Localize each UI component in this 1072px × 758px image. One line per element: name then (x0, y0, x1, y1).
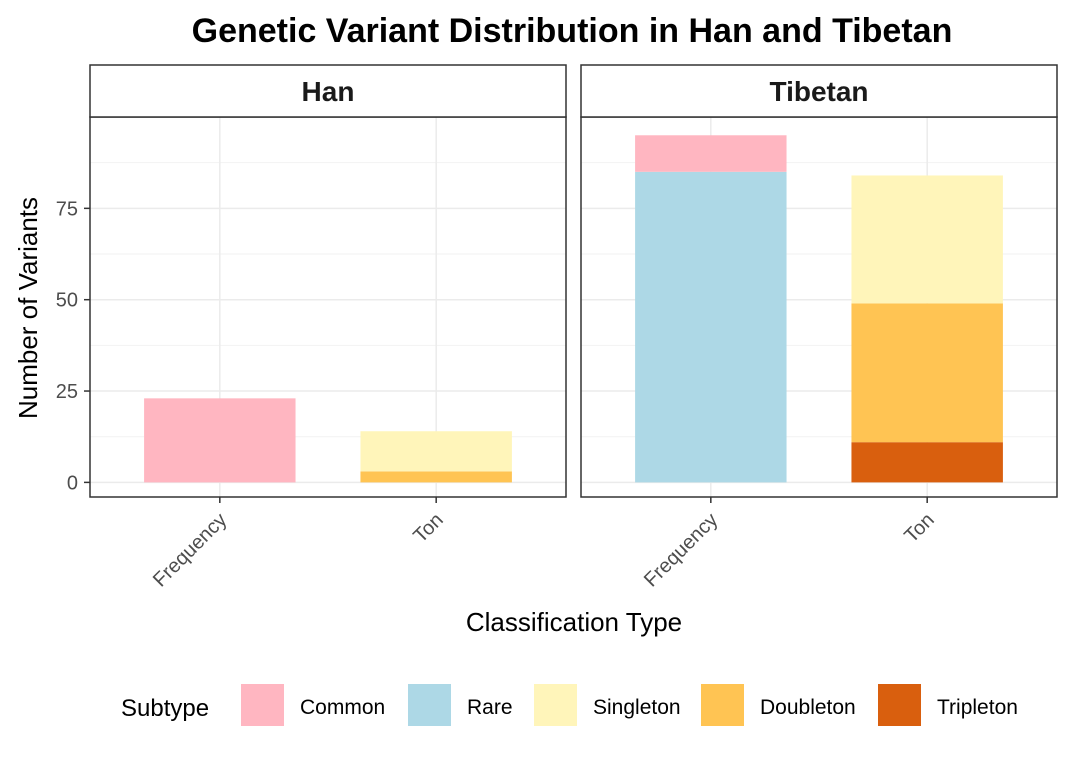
y-tick-label: 25 (56, 381, 78, 403)
x-tick-label: Ton (409, 509, 447, 547)
legend-key-rare (408, 684, 451, 726)
legend-key-tripleton (878, 684, 921, 726)
legend: Subtype Common Rare Singleton Doubleton Trip… (121, 684, 1018, 726)
facet-panels: Han Frequency Ton Tibetan Frequency Ton 0 25 50 7… (56, 64, 1058, 591)
facet-strip-label: Han (302, 76, 355, 107)
bar-tibetan-ton-doubleton (851, 303, 1003, 443)
legend-key-common (241, 684, 284, 726)
legend-key-doubleton (701, 684, 744, 726)
legend-label-tripleton: Tripleton (937, 696, 1018, 719)
facet-strip-label: Tibetan (769, 76, 868, 107)
legend-label-doubleton: Doubleton (760, 696, 856, 719)
legend-key-singleton (534, 684, 577, 726)
panel-han: Han Frequency Ton (89, 64, 567, 591)
facet-strip (580, 64, 1058, 118)
facet-strip (89, 64, 567, 118)
y-axis: 0 25 50 75 (56, 198, 90, 494)
bar-tibetan-frequency-common (635, 135, 787, 172)
x-axis-title: Classification Type (466, 607, 682, 637)
y-axis-title: Number of Variants (13, 197, 43, 419)
bar-han-ton-singleton (360, 431, 512, 472)
y-tick-label: 0 (67, 472, 78, 494)
y-tick-label: 50 (56, 290, 78, 312)
x-tick-label: Ton (900, 509, 938, 547)
y-tick-label: 75 (56, 198, 78, 220)
legend-label-singleton: Singleton (593, 696, 681, 719)
bar-tibetan-frequency-rare (635, 171, 787, 483)
chart-title: Genetic Variant Distribution in Han and … (192, 12, 953, 50)
bar-tibetan-ton-singleton (851, 175, 1003, 304)
bar-tibetan-ton-tripleton (851, 442, 1003, 483)
bar-han-frequency-common (144, 398, 296, 483)
bar-han-ton-doubleton (360, 471, 512, 483)
panel-tibetan: Tibetan Frequency Ton (580, 64, 1058, 591)
legend-label-rare: Rare (467, 696, 513, 719)
legend-title: Subtype (121, 695, 209, 722)
legend-label-common: Common (300, 696, 385, 719)
x-tick-label: Frequency (640, 509, 722, 591)
x-tick-label: Frequency (149, 509, 231, 591)
